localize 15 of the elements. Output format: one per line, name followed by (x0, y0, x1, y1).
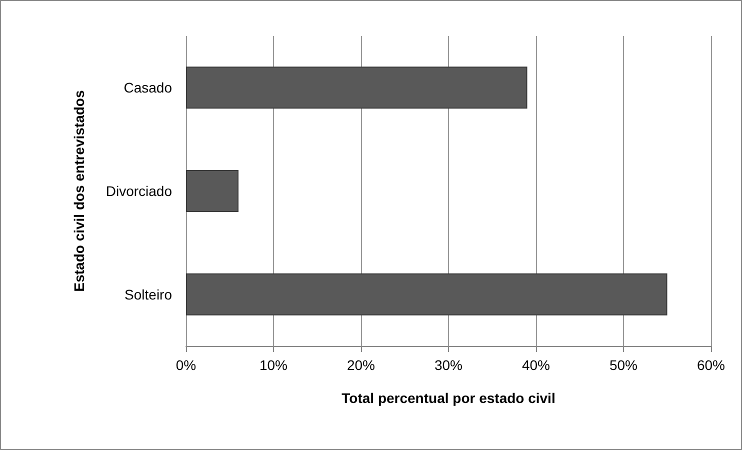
y-tick-label: Casado (124, 80, 172, 96)
y-axis-title: Estado civil dos entrevistados (71, 90, 87, 292)
x-axis-title: Total percentual por estado civil (342, 390, 556, 406)
x-tick-label: 40% (522, 357, 550, 373)
x-tick-label: 60% (696, 357, 726, 373)
y-tick-label: Divorciado (106, 183, 172, 199)
bar (186, 273, 668, 316)
x-tick-label: 50% (609, 357, 638, 373)
x-tick-label: 0% (176, 357, 196, 373)
x-tick-label: 20% (346, 357, 376, 373)
x-tick-label: 30% (434, 357, 463, 373)
x-tick-label: 10% (259, 357, 288, 373)
bar (186, 170, 238, 212)
bar (186, 66, 528, 109)
y-tick-label: Solteiro (124, 286, 172, 302)
